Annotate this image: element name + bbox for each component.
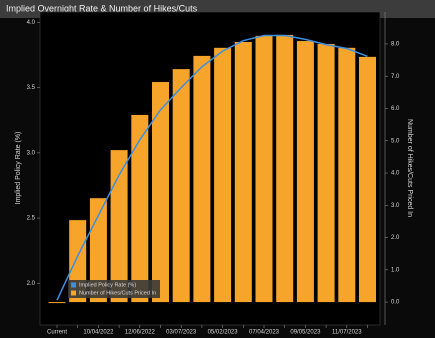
x-tick-label: 07/04/2023: [249, 330, 280, 336]
bar: [234, 42, 252, 303]
bar: [276, 34, 294, 303]
legend-box: [68, 280, 160, 298]
y-tick-label: 2.5: [27, 216, 36, 222]
y-tick-label: 4.0: [27, 20, 36, 26]
legend-label: Number of Hikes/Cuts Priced In: [79, 290, 156, 296]
y2-tick-label: 1.0: [391, 267, 400, 273]
y2-tick-label: 6.0: [391, 106, 400, 112]
y2-tick-label: 7.0: [391, 74, 400, 80]
bar: [152, 82, 169, 303]
bar: [110, 150, 128, 303]
bar: [48, 302, 66, 304]
x-tick-label: Current: [47, 330, 67, 336]
y2-tick-label: 3.0: [391, 203, 400, 209]
bar: [131, 114, 149, 303]
chart-title: Implied Overnight Rate & Number of Hikes…: [6, 3, 198, 13]
y2-tick-label: 5.0: [391, 138, 400, 144]
legend-swatch: [71, 290, 76, 296]
y-tick-label: 3.5: [27, 85, 36, 91]
bar: [193, 55, 211, 303]
bar: [214, 47, 232, 303]
x-tick-label: 09/05/2023: [290, 330, 321, 336]
line: [56, 34, 368, 301]
y-tick-label: 3.0: [27, 150, 36, 156]
bar: [255, 35, 273, 303]
bar: [338, 47, 356, 303]
x-tick-label: 05/02/2023: [208, 330, 239, 336]
bar: [172, 69, 190, 303]
legend-label: Implied Policy Rate (%): [79, 282, 136, 288]
legend-swatch: [71, 282, 76, 288]
y2-tick-label: 0.0: [391, 300, 400, 306]
x-tick-label: 12/06/2022: [125, 330, 156, 336]
bar: [359, 56, 376, 303]
x-tick-label: 03/07/2023: [166, 330, 197, 336]
y2-tick-label: 2.0: [391, 235, 400, 241]
bar: [317, 43, 335, 303]
bar: [296, 41, 314, 303]
y-tick-label: 2.0: [27, 281, 36, 287]
y2-tick-label: 8.0: [391, 42, 400, 48]
y-axis-title: Implied Policy Rate (%): [15, 132, 22, 205]
x-tick-label: 10/04/2022: [83, 330, 114, 336]
y2-tick-label: 4.0: [391, 171, 400, 177]
x-tick-label: 11/07/2023: [332, 330, 362, 336]
y2-axis-title: Number of Hikes/Cuts Priced In: [406, 119, 413, 217]
